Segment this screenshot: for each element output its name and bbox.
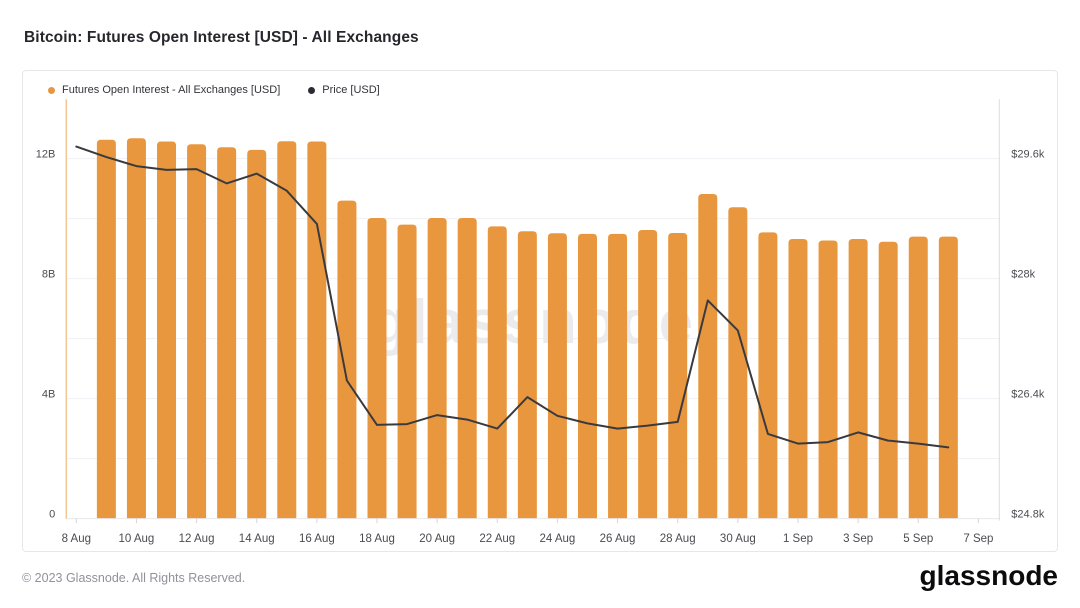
x-tick-label: 8 Aug bbox=[62, 533, 91, 545]
x-tick-label: 22 Aug bbox=[479, 533, 515, 545]
legend-label-price: Price [USD] bbox=[322, 84, 380, 96]
open-interest-bar[interactable] bbox=[547, 233, 567, 519]
open-interest-bar[interactable] bbox=[187, 144, 207, 519]
open-interest-bar[interactable] bbox=[698, 194, 718, 519]
x-tick-label: 7 Sep bbox=[963, 533, 993, 545]
x-tick-label: 1 Sep bbox=[783, 533, 813, 545]
x-tick-label: 16 Aug bbox=[299, 533, 335, 545]
chart-card: Futures Open Interest - All Exchanges [U… bbox=[22, 70, 1058, 552]
x-tick-label: 20 Aug bbox=[419, 533, 455, 545]
x-tick-label: 18 Aug bbox=[359, 533, 395, 545]
page-title: Bitcoin: Futures Open Interest [USD] - A… bbox=[24, 29, 419, 46]
right-axis-label: $29.6k bbox=[1011, 149, 1045, 161]
open-interest-bar[interactable] bbox=[427, 218, 447, 519]
x-tick-label: 28 Aug bbox=[660, 533, 696, 545]
left-axis-label: 0 bbox=[49, 509, 55, 521]
legend-label-open-interest: Futures Open Interest - All Exchanges [U… bbox=[62, 84, 281, 96]
x-tick-label: 12 Aug bbox=[179, 533, 215, 545]
open-interest-bar[interactable] bbox=[517, 231, 537, 519]
left-axis-label: 12B bbox=[36, 149, 56, 161]
chart-legend: Futures Open Interest - All Exchanges [U… bbox=[48, 84, 380, 96]
open-interest-bar[interactable] bbox=[307, 141, 327, 519]
left-axis-label: 8B bbox=[42, 269, 55, 281]
copyright-text: © 2023 Glassnode. All Rights Reserved. bbox=[22, 571, 246, 585]
open-interest-bar[interactable] bbox=[788, 239, 808, 519]
legend-dot-open-interest bbox=[48, 86, 55, 94]
open-interest-bar[interactable] bbox=[367, 218, 387, 519]
right-axis-label: $24.8k bbox=[1011, 509, 1045, 521]
open-interest-bar[interactable] bbox=[818, 240, 838, 519]
right-axis-label: $26.4k bbox=[1011, 389, 1045, 401]
open-interest-bar[interactable] bbox=[728, 207, 748, 519]
x-tick-label: 24 Aug bbox=[540, 533, 576, 545]
x-tick-label: 26 Aug bbox=[600, 533, 636, 545]
open-interest-bar[interactable] bbox=[938, 236, 958, 519]
left-axis-label: 4B bbox=[42, 389, 55, 401]
open-interest-bar[interactable] bbox=[638, 230, 658, 519]
price-line[interactable] bbox=[75, 145, 950, 449]
open-interest-bar[interactable] bbox=[337, 200, 357, 519]
open-interest-bar[interactable] bbox=[668, 233, 688, 519]
x-tick-label: 3 Sep bbox=[843, 533, 873, 545]
open-interest-bar[interactable] bbox=[758, 232, 778, 519]
legend-item-open-interest[interactable]: Futures Open Interest - All Exchanges [U… bbox=[48, 84, 280, 96]
x-tick-label: 10 Aug bbox=[119, 533, 155, 545]
open-interest-bar[interactable] bbox=[157, 141, 177, 519]
open-interest-bar[interactable] bbox=[217, 147, 237, 519]
x-tick-label: 5 Sep bbox=[903, 533, 933, 545]
open-interest-bar[interactable] bbox=[878, 241, 898, 519]
glassnode-logo: glassnode bbox=[919, 560, 1058, 591]
open-interest-bar[interactable] bbox=[126, 138, 146, 519]
open-interest-bar[interactable] bbox=[608, 233, 628, 519]
legend-dot-price bbox=[308, 86, 316, 94]
open-interest-bar[interactable] bbox=[908, 236, 928, 519]
legend-item-price[interactable]: Price [USD] bbox=[308, 84, 380, 96]
open-interest-bar[interactable] bbox=[487, 226, 507, 519]
open-interest-bar[interactable] bbox=[457, 218, 477, 519]
x-tick-label: 14 Aug bbox=[239, 533, 275, 545]
open-interest-bar[interactable] bbox=[277, 141, 297, 519]
open-interest-bar[interactable] bbox=[577, 233, 597, 519]
open-interest-bar[interactable] bbox=[247, 149, 267, 519]
right-axis-label: $28k bbox=[1011, 269, 1035, 281]
x-tick-label: 30 Aug bbox=[720, 533, 756, 545]
open-interest-bar[interactable] bbox=[96, 139, 116, 519]
open-interest-bar[interactable] bbox=[397, 224, 417, 519]
open-interest-bar[interactable] bbox=[848, 239, 868, 519]
